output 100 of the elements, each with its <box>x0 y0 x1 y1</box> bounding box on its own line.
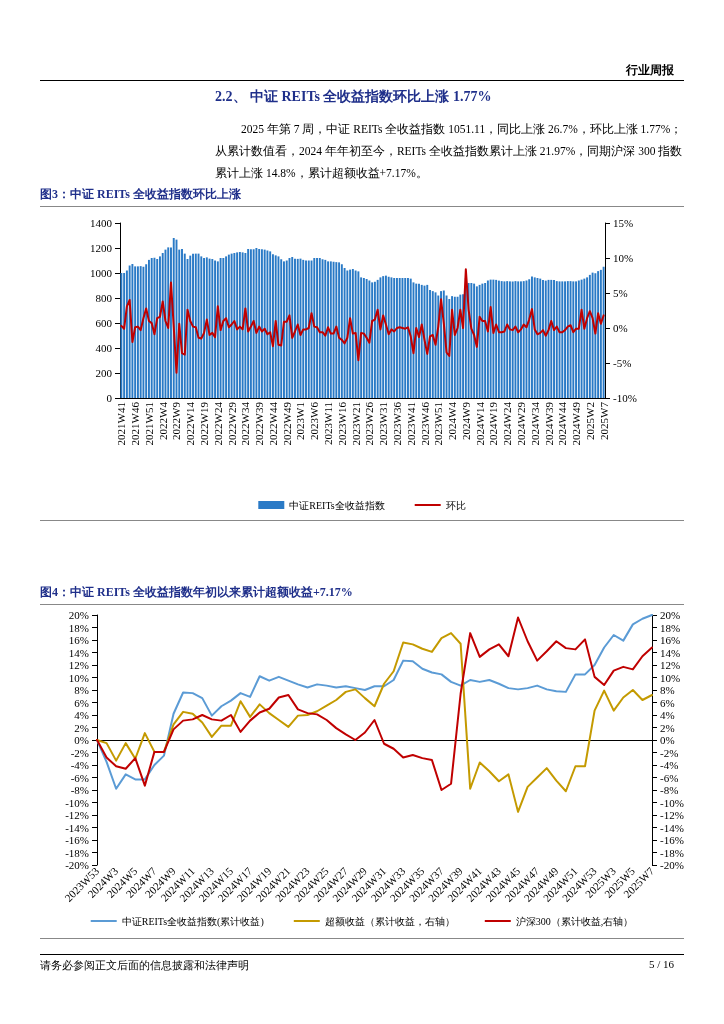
text: 请务必参阅正文后面的信息披露和法律声明 <box>40 958 249 973</box>
x-tick-label: 2024W19 <box>487 401 500 446</box>
y2-tick-label: 6% <box>660 696 675 709</box>
x-tick-label: 2022W34 <box>239 401 252 446</box>
y-tick-label: 600 <box>95 317 113 329</box>
y-tick-label: 16% <box>68 634 89 646</box>
y-tick-label: -18% <box>65 846 89 859</box>
x-tick-label: 2024W24 <box>501 401 514 446</box>
y-tick-label: 0% <box>74 734 89 746</box>
y2-tick-label: 0% <box>613 322 628 334</box>
chart-title: 图4：中证 REITs 全收益指数年初以来累计超额收益+7.17% <box>40 584 684 605</box>
y-tick-label: 14% <box>68 646 89 659</box>
y2-tick-label: -5% <box>613 357 632 369</box>
y2-tick-label: -2% <box>660 746 679 759</box>
y-tick-label: 6% <box>74 696 89 709</box>
legend-label: 环比 <box>445 499 466 511</box>
x-tick-label: 2022W14 <box>184 401 197 446</box>
y2-tick-label: 20% <box>660 609 681 621</box>
y-tick-label: -20% <box>65 859 89 871</box>
legend-label: 沪深300（累计收益,右轴） <box>515 915 634 927</box>
y-tick-label: -10% <box>65 796 89 809</box>
x-tick-label: 2024W14 <box>473 401 486 446</box>
y-tick-label: 12% <box>68 659 89 671</box>
x-tick-label: 2023W31 <box>377 402 390 446</box>
y-tick-label: 1200 <box>90 242 113 254</box>
y2-tick-label: 8% <box>660 684 675 696</box>
y-tick-label: 1400 <box>90 217 113 229</box>
y2-tick-label: -14% <box>660 821 684 834</box>
x-tick-label: 2022W4 <box>156 401 169 440</box>
x-tick-label: 2024W49 <box>570 401 583 446</box>
x-tick-label: 2024W39 <box>542 401 555 446</box>
x-tick-label: 2024W9 <box>459 401 472 440</box>
x-tick-label: 2021W41 <box>115 402 128 446</box>
x-tick-label: 2023W46 <box>418 401 431 446</box>
legend-label: 中证REITs全收益指数(累计收益) <box>121 915 264 928</box>
x-tick-label: 2023W21 <box>349 402 362 446</box>
y2-tick-label: 4% <box>660 709 675 721</box>
x-tick-label: 2022W19 <box>198 401 211 446</box>
y-tick-label: -8% <box>70 784 89 796</box>
y-tick-label: -14% <box>65 821 89 834</box>
x-tick-label: 2023W1 <box>294 402 307 440</box>
x-tick-label: 2021W46 <box>129 401 142 446</box>
x-tick-label: 2024W34 <box>528 401 541 446</box>
y-tick-label: 1000 <box>90 267 113 279</box>
y2-tick-label: -10% <box>613 392 637 404</box>
x-tick-label: 2022W29 <box>225 401 238 446</box>
x-tick-label: 2022W49 <box>280 401 293 446</box>
y-tick-label: -16% <box>65 834 89 846</box>
y2-tick-label: 10% <box>660 671 681 684</box>
x-tick-label: 2021W51 <box>142 402 155 446</box>
x-tick-label: 2024W29 <box>514 401 527 446</box>
y2-tick-label: -8% <box>660 784 679 796</box>
y-tick-label: 800 <box>95 292 113 304</box>
x-tick-label: 2022W9 <box>170 401 183 440</box>
x-tick-label: 2023W6 <box>308 401 321 440</box>
text: 2.2、 中证 REITs 全收益指数环比上涨 1.77% <box>215 88 492 106</box>
y-tick-label: 200 <box>95 367 113 379</box>
text: 行业周报 <box>626 62 674 79</box>
y2-tick-label: -12% <box>660 809 684 821</box>
y2-tick-label: 14% <box>660 646 681 659</box>
y-tick-label: 18% <box>68 621 89 634</box>
y2-tick-label: 10% <box>613 252 634 264</box>
y2-tick-label: 18% <box>660 621 681 634</box>
x-tick-label: 2022W39 <box>253 401 266 446</box>
y-tick-label: 8% <box>74 684 89 696</box>
x-tick-label: 2023W41 <box>404 402 417 446</box>
y-tick-label: 400 <box>95 342 113 354</box>
y-tick-label: -6% <box>70 771 89 784</box>
text: 5 / 16 <box>648 958 674 970</box>
y-tick-label: 2% <box>74 721 89 734</box>
x-tick-label: 2023W36 <box>390 401 403 446</box>
legend-label: 中证REITs全收益指数 <box>289 499 385 511</box>
x-tick-label: 2023W26 <box>363 401 376 446</box>
y-tick-label: 4% <box>74 709 89 721</box>
y-tick-label: -4% <box>70 759 89 771</box>
y2-tick-label: 0% <box>660 734 675 746</box>
y-tick-label: 10% <box>68 671 89 684</box>
x-tick-label: 2022W24 <box>211 401 224 446</box>
y2-tick-label: 12% <box>660 659 681 671</box>
y2-tick-label: -20% <box>660 859 684 871</box>
y2-tick-label: 2% <box>660 721 675 734</box>
y-tick-label: 0 <box>106 392 113 404</box>
legend-label: 超额收益（累计收益，右轴） <box>324 915 455 927</box>
x-tick-label: 2023W16 <box>335 401 348 446</box>
y2-tick-label: -18% <box>660 846 684 859</box>
text: 2025 年第 7 周，中证 REITs 全收益指数 1051.11，同比上涨 26.7%，环比上涨 1.77%；从累计数值看，2024 年年初至今，REITs 全收益指数累计上涨 21.97%，同期沪深 300 指数累计上涨 14.8%，累计超额收益+7.17%。 <box>215 122 684 181</box>
y2-tick-label: -4% <box>660 759 679 771</box>
y2-tick-label: 16% <box>660 634 681 646</box>
y2-tick-label: -6% <box>660 771 679 784</box>
x-tick-label: 2023W11 <box>322 402 335 445</box>
y-tick-label: 20% <box>68 609 89 621</box>
y2-tick-label: -16% <box>660 834 684 846</box>
x-tick-label: 2023W51 <box>432 402 445 446</box>
y2-tick-label: 15% <box>613 217 634 229</box>
x-tick-label: 2025W2 <box>583 402 596 440</box>
line-series <box>120 268 605 374</box>
y-tick-label: -2% <box>70 746 89 759</box>
y2-tick-label: -10% <box>660 796 684 809</box>
chart-title: 图3：中证 REITs 全收益指数环比上涨 <box>40 186 684 207</box>
x-tick-label: 2024W4 <box>446 401 459 440</box>
